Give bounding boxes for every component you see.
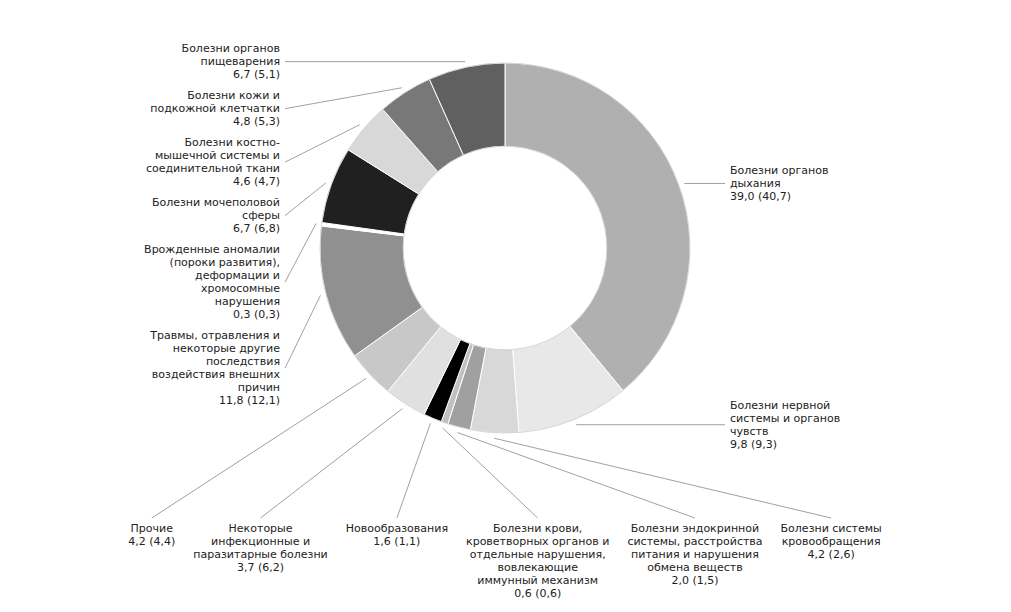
- label-line: 2,0 (1,5): [671, 574, 718, 587]
- leader-line: [285, 224, 316, 283]
- slice: [505, 63, 690, 391]
- label-line: Болезни нервной: [730, 399, 830, 412]
- slice-label: Прочие4,2 (4,4): [128, 522, 175, 548]
- slice-label: Болезни органовдыхания39,0 (40,7): [730, 164, 828, 203]
- label-line: Травмы, отравления и: [149, 329, 280, 342]
- leader-line: [285, 61, 465, 62]
- leader-line: [443, 428, 538, 518]
- label-line: паразитарные болезни: [193, 548, 327, 561]
- leader-line: [152, 378, 366, 518]
- label-line: Новообразования: [346, 522, 448, 535]
- label-line: 0,6 (0,6): [514, 587, 561, 600]
- label-line: пищеварения: [201, 55, 280, 68]
- slice: [429, 63, 505, 155]
- label-line: хромосомные: [201, 282, 280, 295]
- leader-line: [576, 424, 725, 425]
- leader-line: [285, 88, 402, 109]
- inner-outline: [403, 146, 607, 350]
- slice-label: Новообразования1,6 (1,1): [346, 522, 448, 548]
- label-line: нарушения: [215, 295, 280, 308]
- label-line: некоторые другие: [173, 342, 280, 355]
- slice-label: Травмы, отравления инекоторые другиепосл…: [149, 329, 280, 407]
- label-line: 4,8 (5,3): [233, 115, 280, 128]
- label-line: Некоторые: [229, 522, 293, 535]
- leader-line: [285, 183, 326, 216]
- label-line: соединительной ткани: [146, 162, 280, 175]
- leader-line: [458, 433, 695, 518]
- label-line: сферы: [242, 209, 280, 222]
- leader-line: [684, 183, 725, 184]
- leader-line: [261, 409, 403, 518]
- leader-line: [285, 295, 320, 368]
- outer-outline: [320, 63, 690, 433]
- label-line: подкожной клетчатки: [150, 102, 280, 115]
- label-line: Болезни крови,: [493, 522, 582, 535]
- label-line: 4,2 (4,4): [128, 535, 175, 548]
- label-line: Болезни кожи и: [187, 89, 280, 102]
- label-line: Болезни мочеполовой: [152, 196, 280, 209]
- slice-label: Болезни нервнойсистемы и органовчувств9,…: [730, 399, 840, 451]
- label-line: последствия: [206, 355, 280, 368]
- label-line: чувств: [730, 425, 768, 438]
- label-line: 9,8 (9,3): [730, 438, 777, 451]
- label-line: Болезни костно-: [185, 136, 281, 149]
- label-line: дыхания: [730, 177, 781, 190]
- leader-line: [285, 125, 360, 162]
- label-line: Болезни эндокринной: [631, 522, 759, 535]
- chart: Болезни органовдыхания39,0 (40,7)Болезни…: [0, 0, 1011, 612]
- slice: [320, 226, 422, 356]
- label-line: Болезни органов: [182, 42, 280, 55]
- label-line: (пороки развития),: [170, 256, 280, 269]
- label-line: системы, расстройства: [627, 535, 762, 548]
- leader-line: [494, 438, 831, 518]
- label-line: 6,7 (6,8): [233, 222, 280, 235]
- label-line: обмена веществ: [647, 561, 742, 574]
- slice-label: Болезни костно-мышечной системы исоедини…: [146, 136, 280, 188]
- slice-label: Болезни эндокриннойсистемы, расстройства…: [627, 522, 762, 587]
- slice-label: Болезни крови,кроветворных органов иотде…: [466, 522, 609, 600]
- label-line: 39,0 (40,7): [730, 190, 791, 203]
- label-line: системы и органов: [730, 412, 840, 425]
- label-line: деформации и: [195, 269, 280, 282]
- labels: Болезни органовдыхания39,0 (40,7)Болезни…: [128, 42, 881, 600]
- label-line: 6,7 (5,1): [233, 68, 280, 81]
- label-line: 4,6 (4,7): [233, 175, 280, 188]
- slice-label: Болезни системыкровообращения4,2 (2,6): [781, 522, 882, 561]
- label-line: причин: [238, 381, 280, 394]
- label-line: воздействия внешних: [152, 368, 281, 381]
- label-line: вовлекающие: [497, 561, 578, 574]
- label-line: кровообращения: [782, 535, 881, 548]
- label-line: отдельные нарушения,: [470, 548, 606, 561]
- label-line: питания и нарушения: [631, 548, 759, 561]
- leader-line: [397, 423, 431, 518]
- slice-label: Некоторыеинфекционные ипаразитарные боле…: [193, 522, 327, 574]
- slice-label: Болезни органовпищеварения6,7 (5,1): [182, 42, 280, 81]
- slice-label: Болезни мочеполовойсферы6,7 (6,8): [152, 196, 280, 235]
- label-line: Болезни системы: [781, 522, 882, 535]
- slice-label: Врожденные аномалии(пороки развития),деф…: [144, 243, 280, 321]
- label-line: 0,3 (0,3): [233, 308, 280, 321]
- label-line: Болезни органов: [730, 164, 828, 177]
- label-line: Прочие: [131, 522, 174, 535]
- leader-lines: [152, 62, 831, 518]
- label-line: Врожденные аномалии: [144, 243, 280, 256]
- label-line: мышечной системы и: [155, 149, 280, 162]
- label-line: инфекционные и: [211, 535, 310, 548]
- label-line: 1,6 (1,1): [373, 535, 420, 548]
- label-line: 3,7 (6,2): [237, 561, 284, 574]
- label-line: кроветворных органов и: [466, 535, 609, 548]
- label-line: 4,2 (2,6): [808, 548, 855, 561]
- slices: [320, 63, 690, 433]
- slice: [513, 326, 623, 432]
- background: [0, 0, 1011, 612]
- label-line: иммунный механизм: [477, 574, 598, 587]
- label-line: 11,8 (12,1): [219, 394, 280, 407]
- slice-label: Болезни кожи иподкожной клетчатки4,8 (5,…: [150, 89, 280, 128]
